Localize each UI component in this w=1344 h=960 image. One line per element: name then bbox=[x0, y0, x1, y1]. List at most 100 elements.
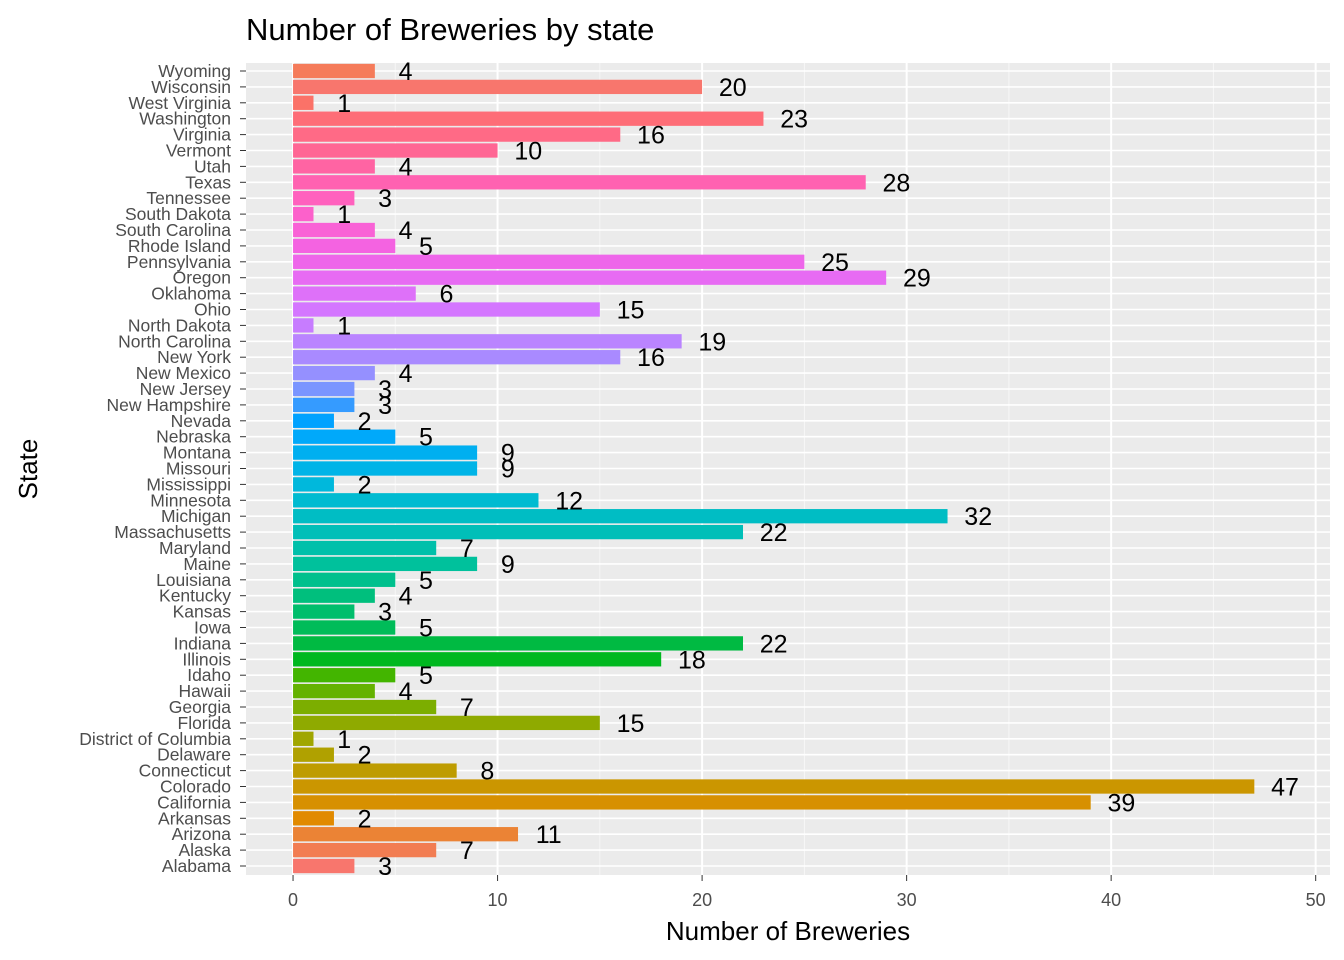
data-label: 5 bbox=[419, 424, 433, 452]
data-label: 15 bbox=[617, 710, 645, 738]
data-label: 4 bbox=[399, 583, 413, 611]
x-tick-label: 30 bbox=[897, 890, 917, 910]
bar bbox=[293, 715, 600, 731]
data-label: 18 bbox=[678, 646, 706, 674]
y-tick-label: Mississippi bbox=[146, 474, 231, 494]
bar bbox=[293, 63, 375, 79]
data-label: 1 bbox=[337, 90, 351, 118]
bar bbox=[293, 302, 600, 317]
bar bbox=[293, 350, 621, 365]
data-label: 9 bbox=[501, 456, 515, 484]
y-tick-label: Oregon bbox=[173, 268, 231, 288]
bar bbox=[293, 699, 437, 715]
y-tick-label: Colorado bbox=[160, 777, 231, 797]
y-tick-label: Arkansas bbox=[158, 808, 231, 828]
y-tick-label: Alabama bbox=[162, 856, 231, 876]
y-tick-label: Wisconsin bbox=[151, 77, 231, 97]
bar bbox=[293, 683, 375, 699]
x-tick-label: 0 bbox=[288, 890, 298, 910]
y-tick-label: New Hampshire bbox=[107, 395, 231, 415]
bar bbox=[293, 811, 334, 826]
bar bbox=[293, 493, 539, 508]
data-label: 2 bbox=[358, 408, 372, 436]
y-tick-label: New York bbox=[157, 347, 231, 367]
data-labels: 3711239478211574518225345972232122995233… bbox=[337, 58, 1299, 881]
y-tick-label: South Dakota bbox=[125, 204, 231, 224]
bar bbox=[293, 175, 866, 190]
data-label: 7 bbox=[460, 535, 474, 563]
y-tick-label: Massachusetts bbox=[114, 522, 231, 542]
bar bbox=[293, 668, 396, 683]
y-tick-label: Maine bbox=[183, 554, 231, 574]
bar bbox=[293, 795, 1091, 810]
data-label: 28 bbox=[882, 169, 910, 197]
x-tick-label: 20 bbox=[692, 890, 712, 910]
y-tick-label: North Carolina bbox=[118, 331, 231, 351]
y-tick-label: Rhode Island bbox=[128, 236, 231, 256]
y-axis-ticks: AlabamaAlaskaArizonaArkansasCaliforniaCo… bbox=[79, 61, 246, 876]
data-label: 22 bbox=[760, 630, 788, 658]
y-tick-label: Maryland bbox=[159, 538, 231, 558]
data-label: 6 bbox=[439, 281, 453, 309]
bar bbox=[293, 620, 396, 635]
x-tick-label: 50 bbox=[1306, 890, 1326, 910]
bar bbox=[293, 143, 498, 158]
y-tick-label: North Dakota bbox=[128, 315, 231, 335]
bar bbox=[293, 159, 375, 174]
x-tick-label: 40 bbox=[1101, 890, 1121, 910]
data-label: 4 bbox=[399, 217, 413, 245]
bar bbox=[293, 858, 355, 874]
bar bbox=[293, 397, 355, 413]
bar bbox=[293, 413, 334, 428]
bar bbox=[293, 238, 396, 254]
y-tick-label: Ohio bbox=[194, 300, 231, 320]
data-label: 23 bbox=[780, 106, 808, 134]
bar bbox=[293, 270, 887, 285]
data-label: 10 bbox=[514, 138, 542, 166]
data-label: 39 bbox=[1107, 789, 1135, 817]
y-tick-label: Indiana bbox=[174, 633, 232, 653]
y-tick-label: Minnesota bbox=[150, 490, 231, 510]
y-tick-label: Michigan bbox=[161, 506, 231, 526]
data-label: 3 bbox=[378, 853, 392, 881]
data-label: 32 bbox=[964, 503, 992, 531]
bar bbox=[293, 318, 314, 333]
bar bbox=[293, 842, 437, 858]
data-label: 15 bbox=[617, 297, 645, 325]
data-label: 3 bbox=[378, 392, 392, 420]
y-tick-label: Texas bbox=[185, 172, 231, 192]
y-tick-label: Hawaii bbox=[178, 681, 231, 701]
y-tick-label: California bbox=[157, 792, 231, 812]
y-tick-label: Kentucky bbox=[159, 586, 231, 606]
bar bbox=[293, 429, 396, 444]
data-label: 4 bbox=[399, 678, 413, 706]
data-label: 7 bbox=[460, 694, 474, 722]
y-tick-label: Oklahoma bbox=[151, 284, 231, 304]
bar bbox=[293, 763, 457, 778]
y-tick-label: Alaska bbox=[178, 840, 231, 860]
data-label: 29 bbox=[903, 265, 931, 293]
y-tick-label: Arizona bbox=[172, 824, 232, 844]
data-label: 3 bbox=[378, 376, 392, 404]
y-tick-label: Kansas bbox=[173, 602, 232, 622]
data-label: 19 bbox=[698, 328, 726, 356]
data-label: 4 bbox=[399, 58, 413, 86]
y-tick-label: Nebraska bbox=[156, 427, 231, 447]
bar bbox=[293, 604, 355, 619]
bar bbox=[293, 222, 375, 238]
y-axis-title: State bbox=[13, 439, 43, 500]
bar bbox=[293, 365, 375, 381]
data-label: 25 bbox=[821, 249, 849, 277]
bar bbox=[293, 461, 478, 476]
bar bbox=[293, 572, 396, 587]
y-tick-label: Pennsylvania bbox=[127, 252, 231, 272]
y-tick-label: Missouri bbox=[166, 459, 231, 479]
x-tick-label: 10 bbox=[488, 890, 508, 910]
y-tick-label: Iowa bbox=[194, 618, 231, 638]
bar bbox=[293, 731, 314, 746]
bar bbox=[293, 477, 334, 492]
x-axis-ticks: 0 10 20 30 40 50 bbox=[288, 875, 1326, 910]
data-label: 1 bbox=[337, 312, 351, 340]
y-tick-label: Idaho bbox=[187, 665, 231, 685]
bar bbox=[293, 652, 662, 667]
